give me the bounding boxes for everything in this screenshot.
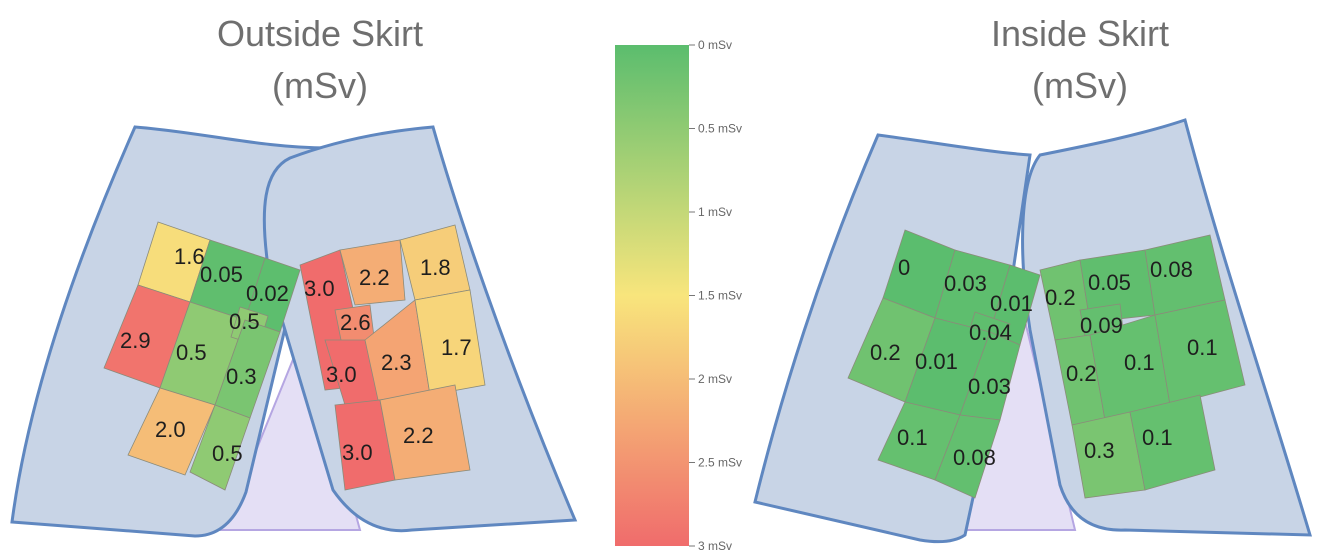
- dose-label: 0.1: [1187, 335, 1218, 360]
- dose-label: 0.01: [915, 349, 958, 374]
- dose-label: 0.3: [226, 364, 257, 389]
- dose-label: 2.2: [359, 265, 390, 290]
- inside-skirt-title: Inside Skirt (mSv): [930, 8, 1230, 112]
- dose-label: 0.2: [870, 340, 901, 365]
- dose-label: 1.8: [420, 255, 451, 280]
- outside-skirt-panel: 1.60.050.02 2.9 0.5 0.5 0.3 2.0 0.5 3.0 2.2 1.8 2.…: [10, 125, 578, 538]
- outside-skirt-title: Outside Skirt (mSv): [170, 8, 470, 112]
- dose-cell: [1129, 394, 1216, 491]
- colorbar-tick-label: 0 mSv: [698, 38, 732, 52]
- colorbar-ticks: 0 mSv 0.5 mSv 1 mSv 1.5 mSv 2 mSv 2.5 mSv 3 mS…: [689, 38, 742, 553]
- dose-label: 0.1: [1142, 425, 1173, 450]
- inside-skirt-cells: 00.030.010.040.2 0.010.030.10.080.20.050.…: [847, 229, 1246, 499]
- inside-skirt-title-line2: (mSv): [1032, 65, 1128, 106]
- dose-label: 0.3: [1084, 438, 1115, 463]
- dose-cell: [339, 239, 406, 306]
- dose-label: 2.3: [381, 350, 412, 375]
- inside-skirt-panel: 00.030.010.040.2 0.010.030.10.080.20.050.…: [753, 118, 1313, 544]
- dose-label: 0.05: [200, 262, 243, 287]
- colorbar-tick-label: 1.5 mSv: [698, 289, 742, 303]
- colorbar-tick-label: 0.5 mSv: [698, 122, 742, 136]
- dose-label: 0.08: [1150, 257, 1193, 282]
- inside-skirt-title-line1: Inside Skirt: [990, 13, 1170, 54]
- dose-cell: [414, 289, 486, 396]
- colorbar-tick-label: 2 mSv: [698, 372, 732, 386]
- dose-cell: [379, 384, 471, 481]
- dose-cell: [189, 404, 251, 491]
- dose-label: 2.0: [155, 417, 186, 442]
- dose-label: 0.04: [969, 320, 1012, 345]
- dose-label: 0.05: [1088, 270, 1131, 295]
- dose-cell: [1154, 299, 1246, 406]
- dose-cell: [127, 387, 216, 476]
- outside-skirt-title-line1: Outside Skirt: [216, 13, 424, 54]
- dose-label: 0.5: [212, 441, 243, 466]
- dose-label: 0.1: [897, 425, 928, 450]
- outside-skirt-cells: 1.60.050.02 2.9 0.5 0.5 0.3 2.0 0.5 3.0 2.2 1.8 2.…: [103, 221, 486, 491]
- dose-label: 0.09: [1080, 313, 1123, 338]
- dose-label: 0.5: [176, 340, 207, 365]
- dose-label: 3.0: [304, 276, 335, 301]
- dose-label: 0.02: [246, 281, 289, 306]
- colorbar-tick-label: 3 mSv: [698, 539, 732, 553]
- colorbar-tick-label: 2.5 mSv: [698, 456, 742, 470]
- dose-label: 1.7: [441, 335, 472, 360]
- dose-label: 0.1: [1124, 350, 1155, 375]
- dose-label: 2.6: [340, 310, 371, 335]
- dose-cell: [934, 414, 1001, 499]
- dose-label: 0: [898, 255, 910, 280]
- dose-label: 0.03: [968, 374, 1011, 399]
- dose-label: 2.9: [120, 328, 151, 353]
- dose-label: 0.01: [990, 291, 1033, 316]
- dose-label: 1.6: [174, 244, 205, 269]
- dose-label: 0.5: [229, 309, 260, 334]
- outside-skirt-title-line2: (mSv): [272, 65, 368, 106]
- colorbar: 0 mSv 0.5 mSv 1 mSv 1.5 mSv 2 mSv 2.5 mSv 3 mS…: [615, 38, 742, 553]
- colorbar-tick-label: 1 mSv: [698, 205, 732, 219]
- colorbar-gradient: [615, 45, 689, 546]
- dose-label: 0.08: [953, 445, 996, 470]
- dose-label: 3.0: [326, 362, 357, 387]
- dose-label: 3.0: [342, 440, 373, 465]
- dose-label: 2.2: [403, 423, 434, 448]
- dose-label: 0.03: [944, 271, 987, 296]
- dose-label: 0.2: [1045, 285, 1076, 310]
- dose-label: 0.2: [1066, 361, 1097, 386]
